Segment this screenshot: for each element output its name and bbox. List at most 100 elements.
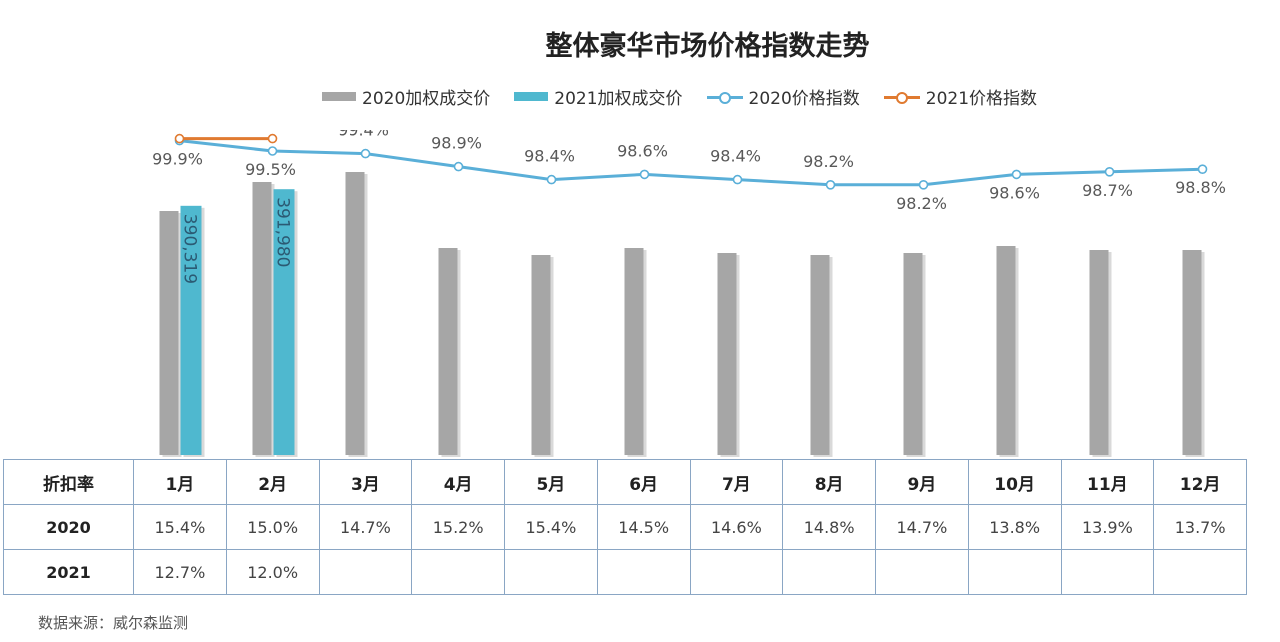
point-2020-index-7 [732, 174, 743, 185]
table-cell: 14.7% [318, 504, 413, 550]
table-row-label: 2020 [3, 504, 134, 550]
table-cell: 14.5% [596, 504, 691, 550]
legend-swatch-2021-price [514, 92, 549, 101]
bar-2021-1 [180, 205, 202, 455]
bar-2020-1 [159, 211, 179, 455]
label-2020-index-11: 98.7% [1082, 181, 1133, 200]
bar-2020-2 [252, 182, 272, 455]
point-2020-index-10 [1011, 169, 1022, 180]
table-cell [504, 549, 598, 595]
line-2020-index [179, 139, 1203, 187]
label-2020-index-3: 99.4% [338, 130, 389, 140]
bar-2021-label-1: 390,319 [180, 214, 200, 284]
table-cell [875, 549, 969, 595]
bar-2020-5 [531, 255, 551, 455]
table-month-12: 12月 [1153, 459, 1247, 505]
table-month-6: 6月 [596, 459, 691, 505]
point-2020-index-5 [546, 174, 557, 185]
table-cell [1060, 549, 1155, 595]
table-row-label: 2021 [3, 549, 134, 595]
table-cell: 15.2% [411, 504, 505, 550]
bar-2021-2 [273, 189, 295, 455]
table-cell: 14.8% [782, 504, 876, 550]
table-cell [689, 549, 784, 595]
label-2020-index-1: 99.9% [152, 150, 203, 169]
label-2020-index-8: 98.2% [803, 152, 854, 171]
point-2020-index-4 [453, 161, 464, 172]
bar-2020-11 [1089, 250, 1109, 455]
label-2020-index-7: 98.4% [710, 147, 761, 166]
legend-line-2020-index [706, 91, 743, 104]
label-2020-index-6: 98.6% [617, 141, 668, 160]
table-cell [318, 549, 413, 595]
table-cell: 14.7% [875, 504, 969, 550]
table-cell: 13.9% [1060, 504, 1155, 550]
point-2020-index-8 [825, 179, 836, 190]
bar-2020-10 [996, 246, 1016, 455]
chart-plot: 390,319 391,980 99.9% 99.5% 99.4% 98.9% 98.4% 9… [152, 130, 1226, 457]
legend-item-2021-index: 2021价格指数 [883, 84, 1038, 109]
table-cell [967, 549, 1062, 595]
table-cell: 14.6% [689, 504, 784, 550]
label-2020-index-12: 98.8% [1175, 178, 1226, 197]
table-month-2: 2月 [225, 459, 320, 505]
legend-item-2020-price: 2020加权成交价 [322, 84, 490, 109]
legend-label-2021-price: 2021加权成交价 [554, 89, 683, 109]
label-2020-index-2: 99.5% [245, 160, 296, 179]
bar-2020-4 [438, 248, 458, 455]
bar-2020-9 [903, 253, 923, 455]
table-month-8: 8月 [782, 459, 876, 505]
point-2021-index-1 [174, 133, 185, 144]
table-cell: 13.7% [1153, 504, 1247, 550]
point-2020-index-2 [267, 146, 278, 156]
table-row: 2020 15.4% 15.0% 14.7% 15.2% 15.4% 14.5% 14.6% 1… [3, 504, 1247, 550]
bar-2020-7 [717, 253, 737, 455]
table-cell: 15.4% [133, 504, 227, 550]
table-cell: 12.7% [133, 549, 227, 595]
bar-2020-8 [810, 255, 830, 455]
label-2020-index-9: 98.2% [896, 194, 947, 213]
label-2020-index-4: 98.9% [431, 134, 482, 153]
discount-rate-table: 折扣率 1月 2月 3月 4月 5月 6月 7月 8月 9月 10月 11月 12月 2020 15.4% 1… [3, 459, 1247, 595]
legend-label-2020-index: 2020价格指数 [748, 89, 860, 109]
legend-item-2020-index: 2020价格指数 [706, 84, 860, 109]
bar-2020-12 [1182, 250, 1202, 455]
legend-label-2021-index: 2021价格指数 [925, 89, 1038, 109]
bar-2021-label-2: 391,980 [273, 197, 293, 267]
bar-2020-3 [345, 172, 365, 455]
point-2021-index-2 [267, 133, 278, 144]
table-month-10: 10月 [967, 459, 1062, 505]
legend-label-2020-price: 2020加权成交价 [362, 89, 491, 109]
chart-title: 整体豪华市场价格指数走势 [545, 31, 870, 62]
table-month-5: 5月 [504, 459, 598, 505]
table-cell [596, 549, 691, 595]
table-cell: 13.8% [967, 504, 1062, 550]
legend-swatch-2020-price [322, 92, 356, 101]
table-month-11: 11月 [1060, 459, 1155, 505]
table-month-1: 1月 [133, 459, 227, 505]
label-2020-index-5: 98.4% [524, 147, 575, 166]
legend-line-2021-index [883, 91, 920, 104]
table-cell: 12.0% [225, 549, 320, 595]
table-header-row: 折扣率 1月 2月 3月 4月 5月 6月 7月 8月 9月 10月 11月 12月 [3, 459, 1247, 505]
point-2020-index-6 [639, 169, 650, 180]
point-2020-index-3 [360, 148, 371, 159]
table-month-3: 3月 [318, 459, 413, 505]
bar-2020-6 [624, 248, 644, 455]
legend: 2020加权成交价 2021加权成交价 2020价格指数 2021价格指数 [322, 84, 1061, 109]
table-month-7: 7月 [689, 459, 784, 505]
table-month-4: 4月 [411, 459, 505, 505]
label-2020-index-10: 98.6% [989, 183, 1040, 202]
data-source-note: 数据来源：威尔森监测 [38, 614, 189, 632]
point-2020-index-9 [918, 179, 929, 190]
table-cell [411, 549, 505, 595]
point-2020-index-12 [1197, 164, 1208, 175]
table-cell [1153, 549, 1247, 595]
table-corner-label: 折扣率 [3, 459, 134, 505]
table-cell: 15.4% [504, 504, 598, 550]
table-month-9: 9月 [875, 459, 969, 505]
table-cell [782, 549, 876, 595]
point-2020-index-11 [1104, 166, 1115, 177]
table-row: 2021 12.7% 12.0% [3, 549, 1247, 595]
legend-item-2021-price: 2021加权成交价 [514, 84, 683, 109]
